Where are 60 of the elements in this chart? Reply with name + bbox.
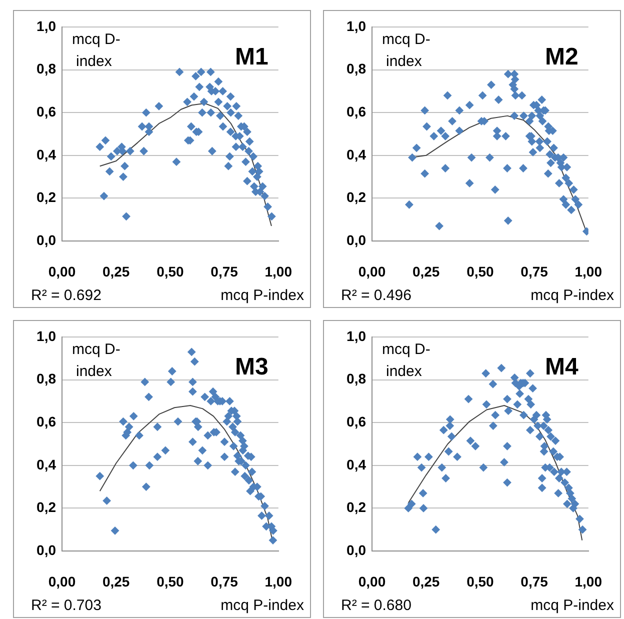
x-axis-title: mcq P-index	[530, 287, 614, 304]
text: R² = 0.692	[31, 287, 102, 304]
y-tick-label: 0,6	[346, 413, 366, 430]
x-tick-label: 0,25	[102, 573, 130, 590]
x-tick-label: 0,75	[210, 573, 238, 590]
y-tick-label: 0,2	[36, 189, 56, 206]
x-tick-label: 1,00	[574, 263, 602, 280]
y-tick-label: 0,2	[346, 499, 366, 516]
y-tick-label: 1,0	[36, 18, 56, 34]
y-axis-title: mcq D-index	[382, 31, 430, 70]
x-tick-label: 0,00	[358, 573, 386, 590]
x-tick-label: 0,75	[520, 573, 548, 590]
text: M4	[545, 354, 580, 381]
x-axis-title: mcq P-index	[220, 597, 304, 614]
x-tick-label: 0,50	[466, 263, 494, 280]
y-tick-label: 0,8	[36, 60, 56, 77]
x-tick-label: 0,00	[48, 263, 76, 280]
x-axis-title: mcq P-index	[530, 597, 614, 614]
text: M3	[235, 354, 268, 381]
y-tick-label: 0,4	[36, 456, 56, 472]
y-tick-label: 0,6	[36, 413, 56, 430]
y-tick-label: 1,0	[346, 18, 366, 34]
text: R² = 0.496	[341, 287, 412, 304]
x-tick-label: 0,25	[102, 263, 130, 280]
x-axis-title: mcq P-index	[220, 287, 304, 304]
x-tick-label: 1,00	[264, 573, 292, 590]
text: M2	[545, 44, 578, 71]
x-tick-label: 1,00	[574, 573, 602, 590]
y-tick-label: 0,8	[346, 370, 366, 387]
x-tick-label: 1,00	[264, 263, 292, 280]
y-tick-label: 0,0	[36, 232, 56, 248]
x-tick-label: 0,75	[520, 263, 548, 280]
y-tick-label: 0,6	[36, 103, 56, 120]
y-tick-label: 0,2	[346, 189, 366, 206]
x-tick-label: 0,50	[156, 573, 184, 590]
text: R² = 0.703	[31, 597, 102, 614]
y-tick-label: 0,0	[36, 542, 56, 558]
y-tick-label: 0,8	[36, 370, 56, 387]
x-tick-label: 0,75	[210, 263, 238, 280]
y-axis-title: mcq D-index	[72, 31, 120, 70]
x-tick-label: 0,25	[412, 573, 440, 590]
y-tick-label: 0,8	[346, 60, 366, 77]
y-tick-label: 0,0	[346, 542, 366, 558]
x-tick-label: 0,50	[156, 263, 184, 280]
x-tick-label: 0,00	[358, 263, 386, 280]
y-tick-label: 0,4	[36, 146, 56, 162]
y-tick-label: 0,4	[346, 146, 366, 162]
x-tick-label: 0,00	[48, 573, 76, 590]
text: R² = 0.680	[341, 597, 412, 614]
y-tick-label: 0,4	[346, 456, 366, 472]
y-tick-label: 1,0	[346, 328, 366, 344]
x-tick-label: 0,25	[412, 263, 440, 280]
y-axis-title: mcq D-index	[382, 341, 430, 380]
y-tick-label: 0,2	[36, 499, 56, 516]
y-axis-title: mcq D-index	[72, 341, 120, 380]
y-tick-label: 0,0	[346, 232, 366, 248]
y-tick-label: 0,6	[346, 103, 366, 120]
y-tick-label: 1,0	[36, 328, 56, 344]
text: M1	[235, 44, 268, 71]
x-tick-label: 0,50	[466, 573, 494, 590]
